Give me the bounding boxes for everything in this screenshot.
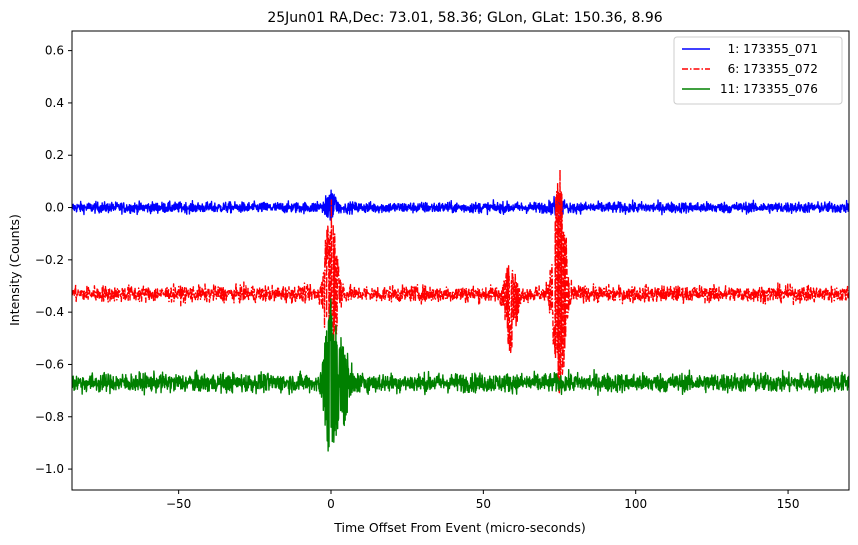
x-tick-label: 0	[327, 497, 335, 511]
y-tick-label: −0.6	[35, 357, 64, 371]
legend: 1: 173355_071 6: 173355_072 11: 173355_07…	[673, 36, 843, 105]
legend-label-1: 1: 173355_071	[720, 42, 818, 56]
legend-label-3: 11: 173355_076	[720, 82, 818, 96]
x-axis-label: Time Offset From Event (micro-seconds)	[333, 520, 585, 535]
chart-title: 25Jun01 RA,Dec: 73.01, 58.36; GLon, GLat…	[267, 10, 662, 26]
x-axis: −50 0 50 100 150	[166, 490, 800, 511]
y-tick-label: −1.0	[35, 462, 64, 476]
x-tick-label: 50	[476, 497, 491, 511]
y-tick-label: −0.2	[35, 253, 64, 267]
plot-area	[71, 30, 850, 491]
series-line-3	[72, 298, 849, 452]
y-tick-label: 0.4	[45, 96, 64, 110]
y-tick-label: 0.0	[45, 201, 64, 215]
legend-box	[673, 36, 843, 105]
y-tick-label: 0.6	[45, 44, 64, 58]
x-tick-label: 100	[624, 497, 647, 511]
series-line-2	[72, 168, 849, 394]
y-tick-label: 0.2	[45, 148, 64, 162]
y-tick-label: −0.4	[35, 305, 64, 319]
y-tick-label: −0.8	[35, 410, 64, 424]
x-tick-label: −50	[166, 497, 191, 511]
x-tick-label: 150	[777, 497, 800, 511]
y-axis: 0.6 0.4 0.2 0.0 −0.2 −0.4 −0.6 −0.8 −1.0	[35, 44, 72, 476]
y-axis-label: Intensity (Counts)	[7, 214, 22, 326]
series-line-1	[72, 189, 849, 221]
legend-label-2: 6: 173355_072	[720, 62, 818, 76]
plot-frame	[71, 30, 850, 491]
